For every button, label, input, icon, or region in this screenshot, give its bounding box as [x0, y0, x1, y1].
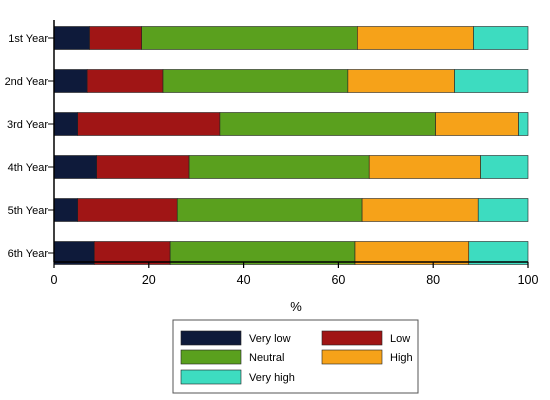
x-tick-label: 40 [237, 273, 251, 287]
bar-segment-2-5 [454, 69, 529, 93]
bar-segment-1-2 [89, 26, 142, 50]
category-label: 4th Year [8, 162, 49, 174]
bar-segment-6-2 [93, 241, 171, 265]
legend-label: High [390, 352, 413, 364]
legend-swatch [180, 369, 242, 385]
bar-segment-2-4 [347, 69, 455, 93]
legend-swatch [180, 330, 242, 346]
bar-segment-3-4 [435, 112, 519, 136]
category-label: 3rd Year [7, 119, 48, 131]
legend-swatch [321, 349, 383, 365]
bar-segment-2-1 [53, 69, 88, 93]
bar-segment-1-3 [141, 26, 358, 50]
legend-label: Neutral [249, 352, 284, 364]
bar-segment-3-1 [53, 112, 79, 136]
category-label: 1st Year [8, 33, 48, 45]
x-tick-label: 60 [331, 273, 345, 287]
bar-segment-4-5 [480, 155, 529, 179]
x-axis: 0 20 40 60 80 100 [51, 262, 539, 287]
bar-segment-4-1 [53, 155, 97, 179]
bar-segment-6-3 [169, 241, 356, 265]
bar-segment-2-3 [162, 69, 349, 93]
bar-segment-6-5 [468, 241, 529, 265]
bar-segment-5-3 [176, 198, 363, 222]
x-tick-label: 0 [51, 273, 58, 287]
legend: Very low Low Neutral High Very high [172, 319, 419, 394]
legend-swatch [321, 330, 383, 346]
bar-segment-1-4 [357, 26, 474, 50]
bar-segment-6-1 [53, 241, 95, 265]
bars-group [53, 26, 529, 265]
bar-segment-1-1 [53, 26, 90, 50]
legend-swatch [180, 349, 242, 365]
bar-segment-4-3 [188, 155, 370, 179]
x-tick-label: 80 [426, 273, 440, 287]
category-label: 6th Year [8, 248, 49, 260]
x-tick-label: 100 [518, 273, 539, 287]
bar-segment-1-5 [473, 26, 529, 50]
bar-segment-3-3 [219, 112, 436, 136]
bar-segment-5-5 [477, 198, 529, 222]
category-labels: 1st Year 2nd Year 3rd Year 4th Year 5th Year… [5, 33, 54, 260]
bar-segment-3-2 [77, 112, 221, 136]
bar-segment-5-1 [53, 198, 79, 222]
bar-segment-5-4 [361, 198, 479, 222]
category-label: 5th Year [8, 205, 49, 217]
legend-label: Very low [249, 333, 291, 345]
bar-segment-3-5 [518, 112, 529, 136]
bar-segment-4-2 [96, 155, 190, 179]
legend-label: Low [390, 333, 410, 345]
legend-label: Very high [249, 372, 295, 384]
bar-segment-4-4 [368, 155, 481, 179]
x-tick-label: 20 [142, 273, 156, 287]
bar-segment-2-2 [86, 69, 164, 93]
category-label: 2nd Year [5, 76, 49, 88]
x-axis-title: % [290, 299, 302, 314]
bar-segment-5-2 [77, 198, 178, 222]
bar-segment-6-4 [354, 241, 470, 265]
